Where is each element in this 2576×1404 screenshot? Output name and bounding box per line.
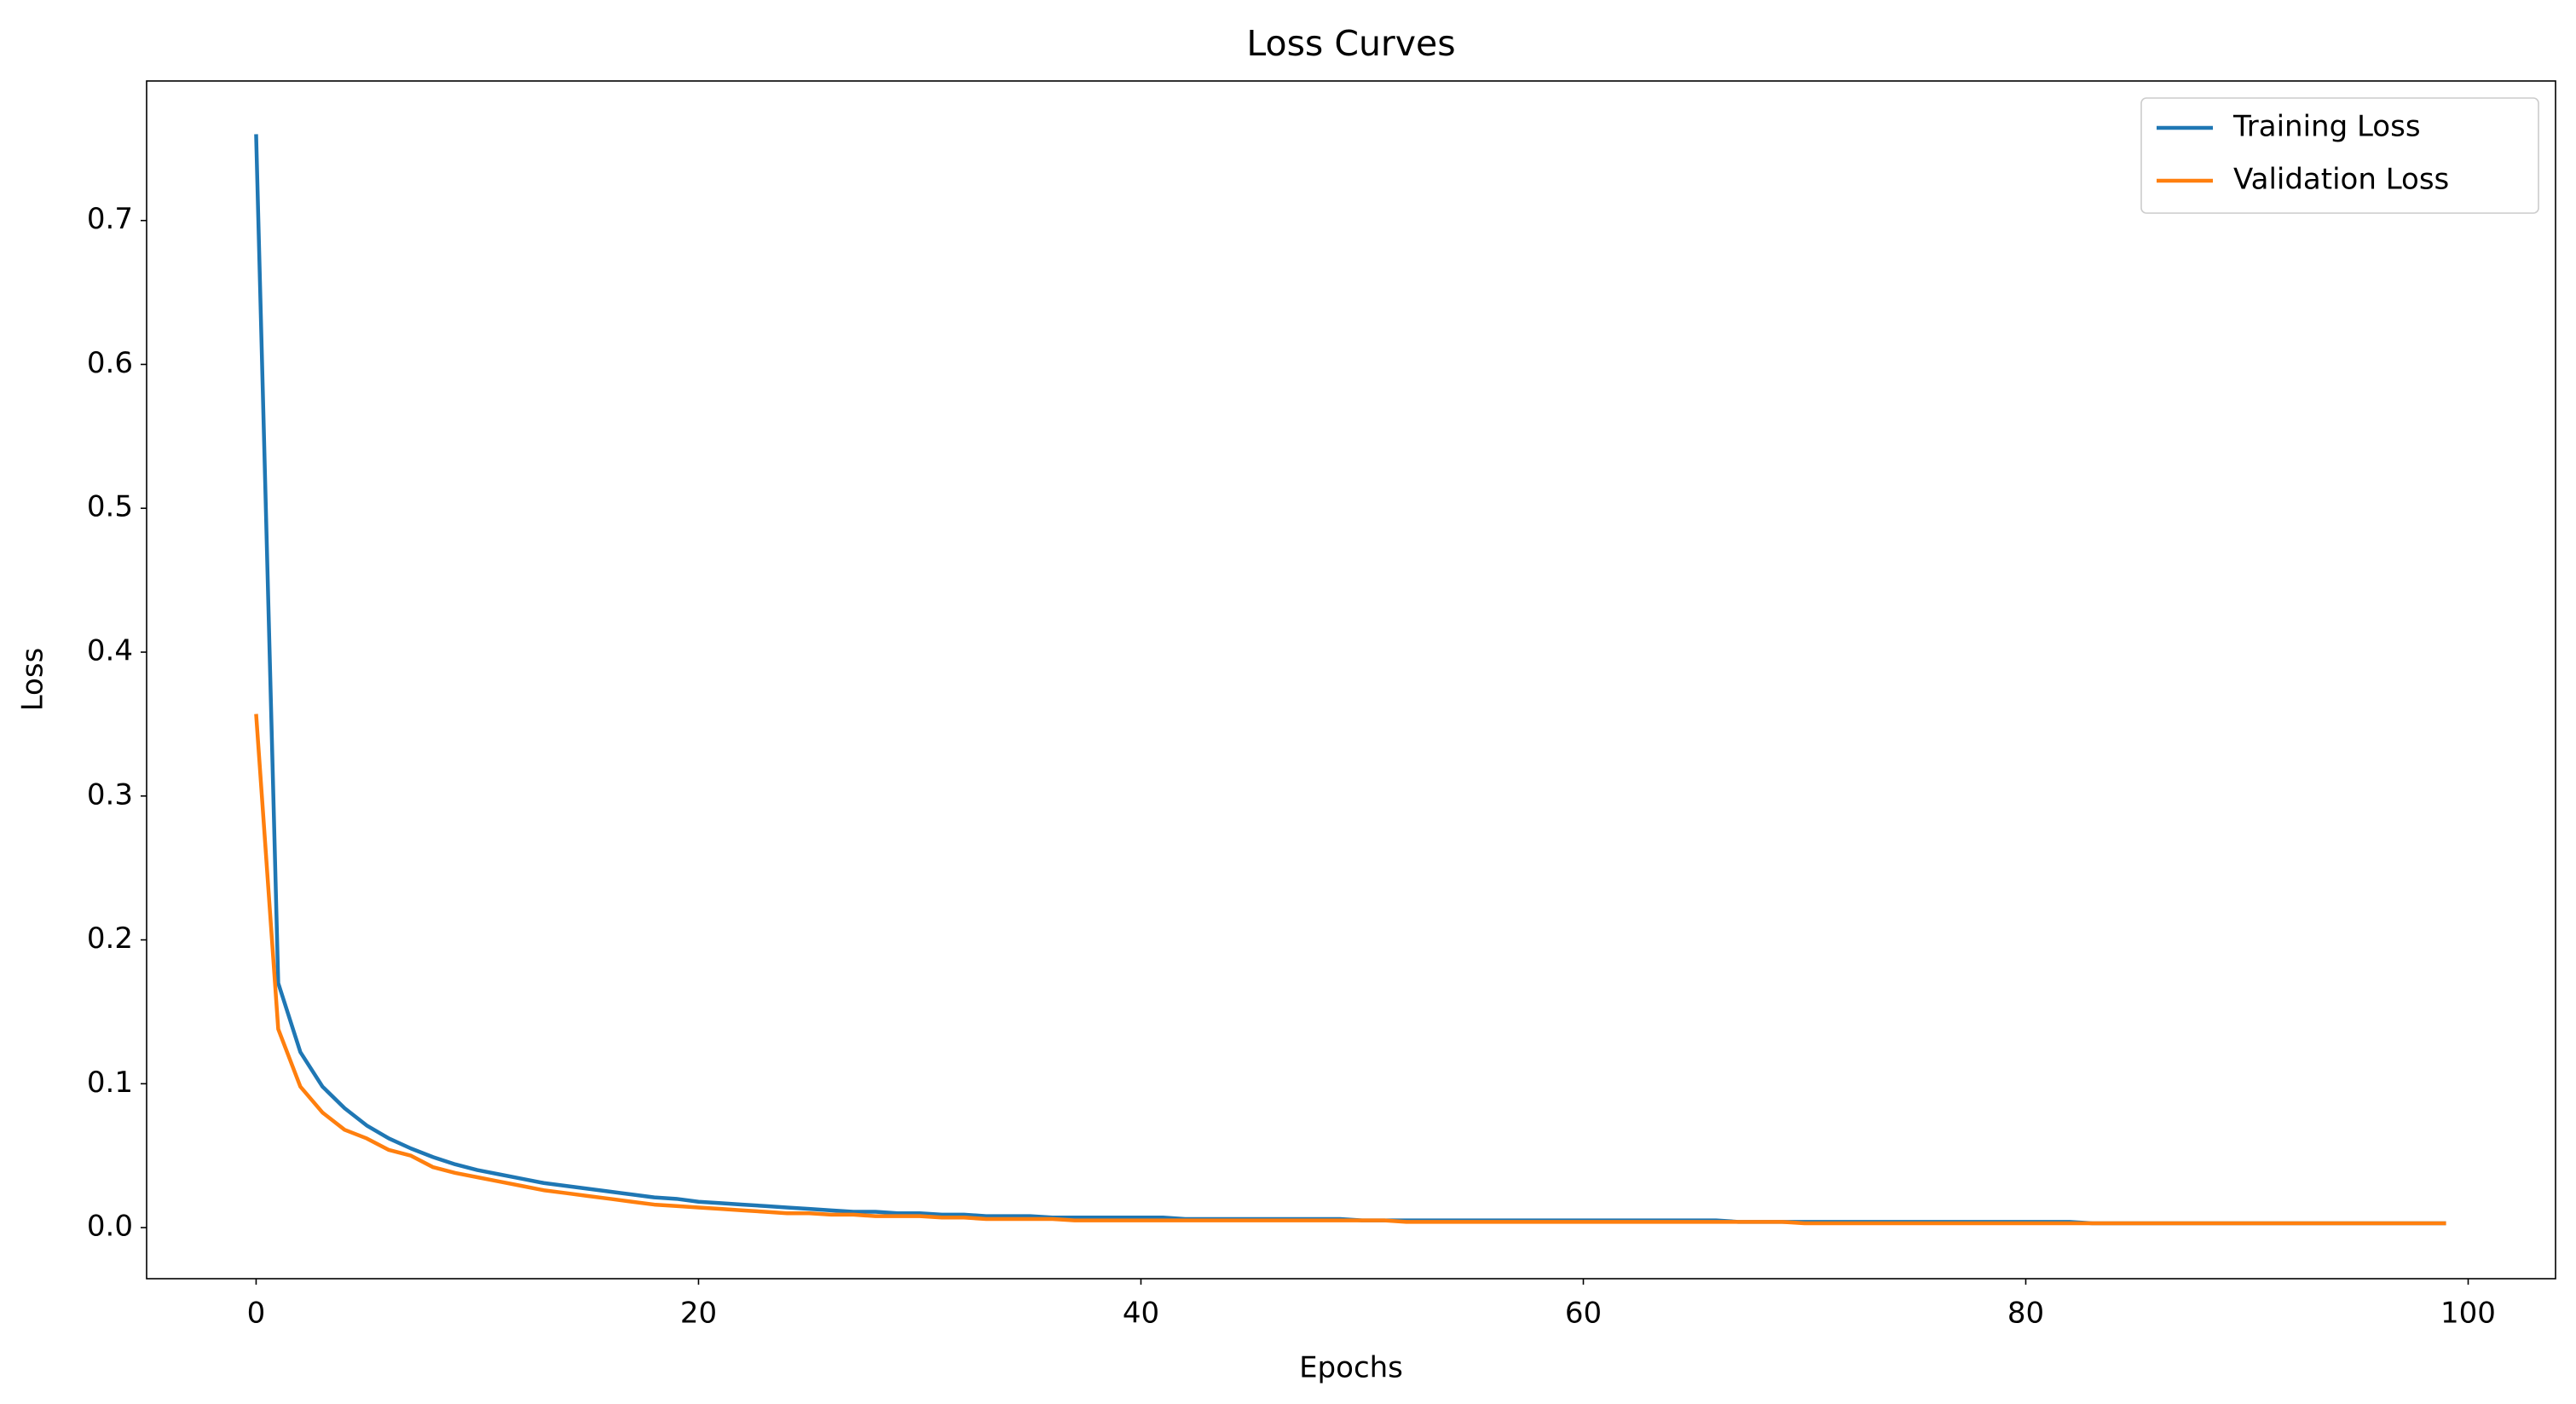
y-axis-label: Loss [16, 648, 50, 712]
y-tick-label: 0.2 [87, 922, 133, 956]
x-tick-label: 0 [247, 1297, 266, 1331]
x-tick-label: 20 [680, 1297, 717, 1331]
x-tick-label: 40 [1123, 1297, 1159, 1331]
x-tick-label: 100 [2440, 1297, 2496, 1331]
y-tick-label: 0.7 [87, 202, 133, 236]
line-series [254, 714, 2446, 1226]
y-tick-label: 0.0 [87, 1210, 133, 1244]
x-tick-label: 80 [2007, 1297, 2044, 1331]
y-tick-label: 0.5 [87, 490, 133, 524]
y-tick-label: 0.6 [87, 346, 133, 380]
y-tick-label: 0.1 [87, 1066, 133, 1100]
plot-frame [146, 80, 2556, 1280]
legend-box [2140, 97, 2539, 214]
chart-title: Loss Curves [1246, 23, 1455, 64]
y-tick-label: 0.4 [87, 634, 133, 668]
legend-label: Validation Loss [2233, 163, 2449, 197]
y-tick-label: 0.3 [87, 777, 133, 812]
x-tick-label: 60 [1565, 1297, 1602, 1331]
x-axis-label: Epochs [1299, 1351, 1403, 1385]
legend-label: Training Loss [2232, 110, 2421, 144]
